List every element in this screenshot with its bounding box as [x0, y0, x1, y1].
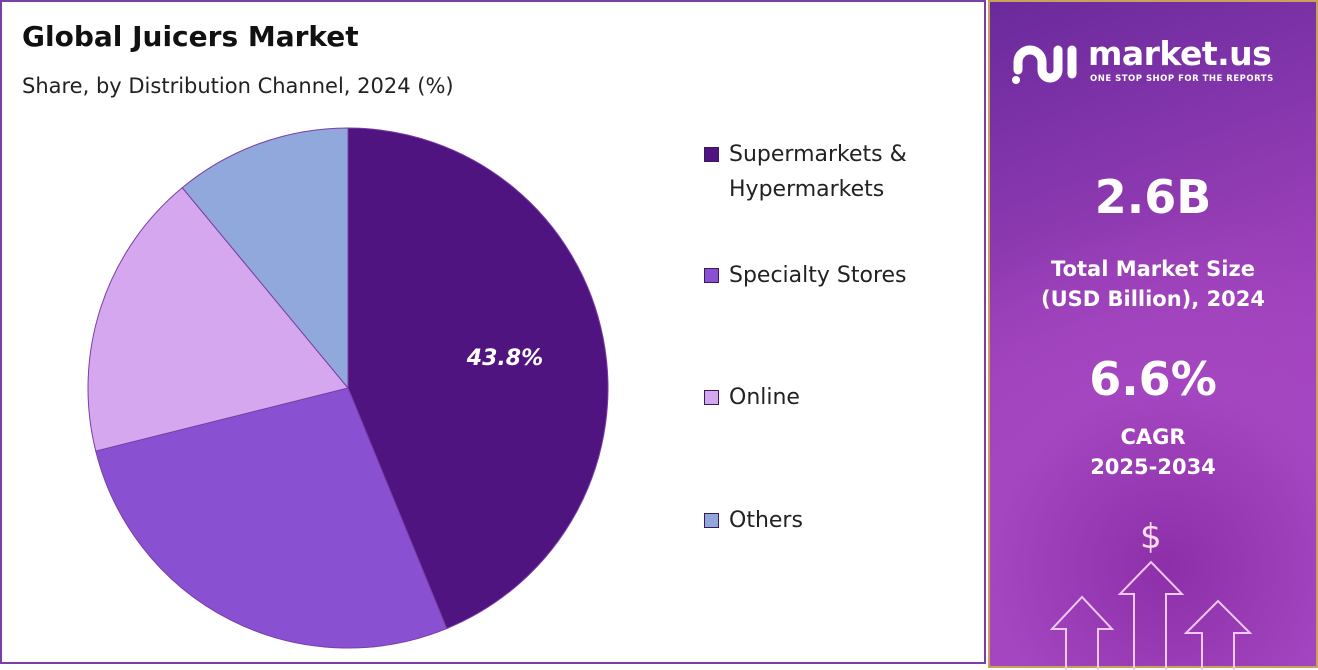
pie-slice — [181, 127, 349, 390]
market-size-label: Total Market Size — [1051, 257, 1255, 281]
legend-swatch — [704, 513, 719, 528]
pie-slice — [87, 186, 349, 452]
market-us-logo-icon — [1012, 45, 1077, 84]
logo-text: market.us — [1088, 34, 1272, 73]
cagr-label: CAGR — [1120, 425, 1186, 449]
cagr-value: 6.6% — [1089, 352, 1217, 406]
legend-label: Specialty Stores — [729, 263, 907, 288]
legend-swatch — [704, 147, 719, 162]
pie-slice — [95, 387, 448, 649]
legend-label: Supermarkets & — [729, 142, 907, 167]
chart-title: Global Juicers Market — [22, 20, 359, 53]
pie-data-label: 43.8% — [466, 346, 543, 371]
market-size-label-2: (USD Billion), 2024 — [1040, 287, 1266, 311]
pie-chart: 43.8% — [87, 127, 609, 649]
legend-swatch — [704, 268, 719, 283]
legend-label: Hypermarkets — [729, 177, 885, 202]
growth-arrows-icon — [1049, 560, 1253, 670]
chart-panel: Global Juicers Market Share, by Distribu… — [0, 0, 986, 664]
summary-panel: market.us ONE STOP SHOP FOR THE REPORTS … — [988, 0, 1318, 670]
legend-swatch — [704, 390, 719, 405]
chart-subtitle: Share, by Distribution Channel, 2024 (%) — [22, 74, 454, 98]
pie-slice — [347, 127, 609, 630]
market-size-value: 2.6B — [1094, 170, 1212, 224]
logo-tagline: ONE STOP SHOP FOR THE REPORTS — [1090, 74, 1274, 84]
dollar-icon: $ — [1140, 517, 1162, 557]
legend-label: Others — [729, 508, 803, 533]
legend-label: Online — [729, 385, 800, 410]
cagr-period: 2025-2034 — [1090, 455, 1216, 479]
